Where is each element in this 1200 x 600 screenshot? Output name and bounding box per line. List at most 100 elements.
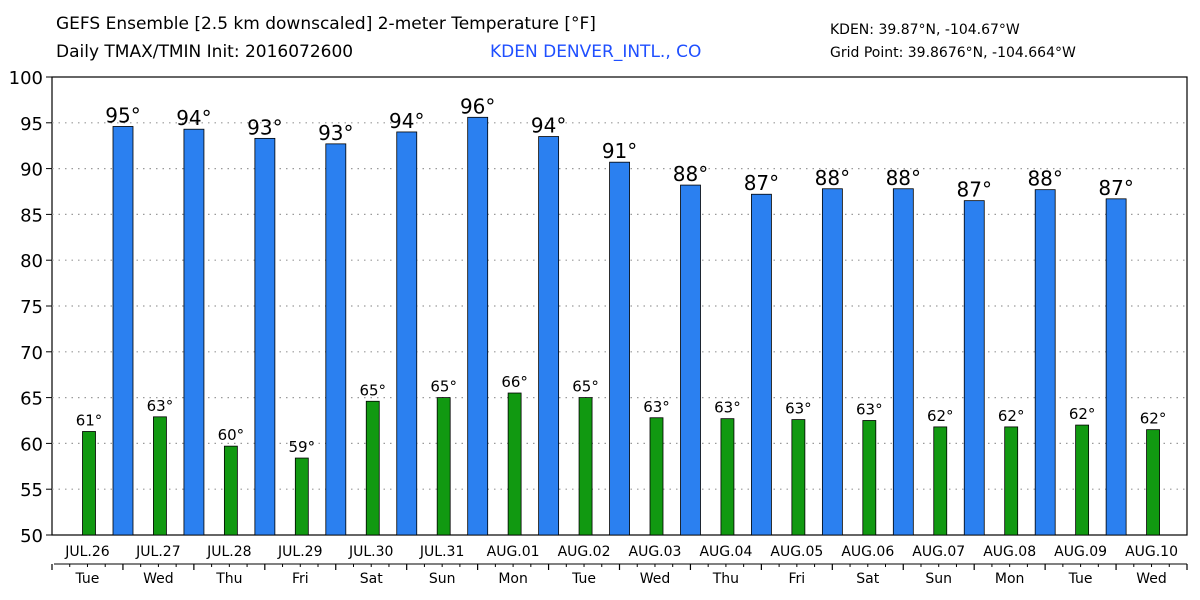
y-tick-label: 100 <box>9 68 43 89</box>
station-coordinates: KDEN: 39.87°N, -104.67°W <box>830 22 1020 38</box>
tmax-data-label: 93° <box>247 115 282 139</box>
x-date-label: AUG.10 <box>1125 544 1178 560</box>
tmax-bar <box>183 128 205 536</box>
tmax-data-label: 87° <box>957 178 992 202</box>
x-date-label: AUG.05 <box>770 544 823 560</box>
tmin-data-label: 63° <box>147 397 174 415</box>
x-weekday-label: Tue <box>1068 571 1093 587</box>
tmax-data-label: 96° <box>460 94 495 118</box>
tmax-data-label: 88° <box>886 166 921 190</box>
x-date-label: AUG.04 <box>699 544 752 560</box>
tmin-bar <box>649 417 664 536</box>
tmin-bar <box>862 420 877 536</box>
tmin-bar <box>294 457 309 536</box>
tmax-bar <box>680 184 701 536</box>
tmax-data-label: 94° <box>389 109 424 133</box>
tmin-bar <box>365 400 380 536</box>
tmin-data-label: 62° <box>1069 405 1096 423</box>
tmax-data-label: 95° <box>105 103 140 127</box>
y-tick-label: 60 <box>20 434 43 455</box>
x-date-label: JUL.30 <box>348 544 393 560</box>
x-weekday-label: Thu <box>215 571 242 587</box>
tmax-data-label: 88° <box>1027 167 1062 191</box>
y-tick-label: 75 <box>20 297 43 318</box>
tmin-data-label: 65° <box>430 378 457 396</box>
x-weekday-label: Tue <box>75 571 100 587</box>
x-weekday-label: Mon <box>498 571 528 587</box>
tmax-data-label: 87° <box>1098 176 1133 200</box>
tmin-bar <box>1146 429 1160 536</box>
tmin-bar <box>578 397 593 536</box>
x-weekday-label: Sat <box>856 571 879 587</box>
tmax-bar <box>751 193 772 536</box>
x-weekday-label: Sat <box>360 571 383 587</box>
x-weekday-label: Tue <box>571 571 596 587</box>
grid-point-coordinates: Grid Point: 39.8676°N, -104.664°W <box>830 45 1076 61</box>
tmax-bar <box>1105 198 1127 536</box>
tmin-data-label: 62° <box>927 407 954 425</box>
tmin-data-label: 63° <box>856 401 883 419</box>
y-tick-label: 65 <box>20 389 43 410</box>
x-date-label: AUG.09 <box>1054 544 1107 560</box>
y-tick-label: 70 <box>20 343 43 364</box>
x-date-label: AUG.03 <box>629 544 682 560</box>
y-tick-label: 85 <box>20 205 43 226</box>
x-date-label: AUG.06 <box>841 544 894 560</box>
tmax-bar <box>963 200 985 536</box>
tmin-bar <box>1075 424 1090 536</box>
tmax-bar <box>1034 189 1056 536</box>
station-name: KDEN DENVER_INTL., CO <box>490 42 702 62</box>
x-weekday-label: Wed <box>1136 571 1167 587</box>
tmax-bar <box>609 161 630 536</box>
tmin-data-label: 65° <box>359 381 386 399</box>
tmin-data-label: 61° <box>76 411 103 429</box>
tmin-data-label: 63° <box>785 400 812 418</box>
tmin-data-label: 66° <box>501 373 528 391</box>
tmin-bar <box>82 431 96 536</box>
tmax-bar <box>538 136 560 536</box>
tmax-data-label: 93° <box>318 121 353 145</box>
tmin-bar <box>791 419 806 536</box>
tmin-data-label: 65° <box>572 378 599 396</box>
tmax-bar <box>325 143 347 536</box>
y-tick-label: 95 <box>20 114 43 135</box>
tmax-data-label: 88° <box>815 166 850 190</box>
y-tick-label: 90 <box>20 160 43 181</box>
chart-subtitle: Daily TMAX/TMIN Init: 2016072600 <box>56 42 354 62</box>
tmin-bar <box>1004 426 1019 536</box>
x-date-label: AUG.07 <box>912 544 965 560</box>
tmin-data-label: 62° <box>998 407 1025 425</box>
tmin-bar <box>507 392 522 536</box>
x-weekday-label: Wed <box>143 571 174 587</box>
tmax-bar <box>821 188 843 536</box>
y-tick-label: 80 <box>20 251 43 272</box>
x-weekday-label: Mon <box>995 571 1025 587</box>
tmax-data-label: 94° <box>531 114 566 138</box>
tmax-bar <box>396 131 418 536</box>
y-tick-label: 50 <box>20 526 43 547</box>
tmax-data-label: 91° <box>602 139 637 163</box>
tmin-bar <box>933 426 948 536</box>
tmax-data-label: 88° <box>673 162 708 186</box>
tmin-bar <box>436 397 451 536</box>
x-weekday-label: Thu <box>712 571 739 587</box>
x-weekday-label: Wed <box>640 571 671 587</box>
tmin-bar <box>720 418 735 536</box>
x-date-label: AUG.01 <box>487 544 540 560</box>
x-date-label: JUL.28 <box>206 544 251 560</box>
x-date-label: JUL.29 <box>277 544 322 560</box>
tmax-data-label: 87° <box>744 171 779 195</box>
x-weekday-label: Sun <box>429 571 456 587</box>
x-date-label: JUL.31 <box>419 544 464 560</box>
tmax-bar <box>112 126 134 536</box>
tmin-data-label: 59° <box>289 438 316 456</box>
tmin-data-label: 60° <box>218 426 245 444</box>
x-weekday-label: Fri <box>789 571 806 587</box>
tmin-data-label: 63° <box>714 399 741 417</box>
tmax-bar <box>467 116 489 536</box>
x-date-label: JUL.27 <box>135 544 180 560</box>
x-date-label: JUL.26 <box>64 544 110 560</box>
tmax-bar <box>254 137 276 536</box>
x-weekday-label: Sun <box>925 571 952 587</box>
